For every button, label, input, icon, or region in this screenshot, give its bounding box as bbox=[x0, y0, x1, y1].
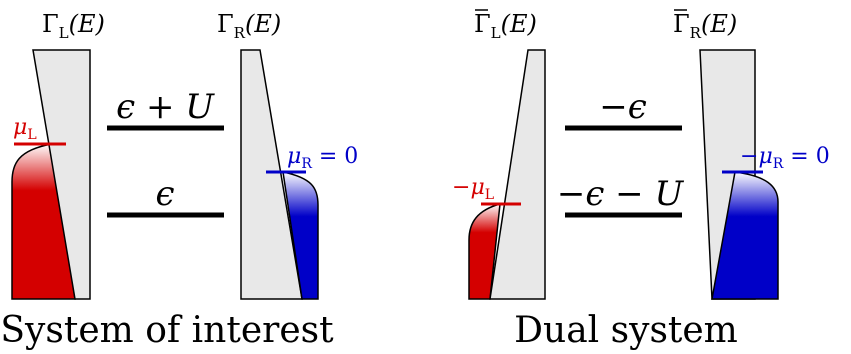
gamma-left-label: ΓL(E) bbox=[42, 10, 105, 42]
dual-mu-right-label: −μR = 0 bbox=[740, 144, 830, 172]
dual-upper-level-label: −ϵ bbox=[599, 87, 647, 127]
mu-right-label: μR = 0 bbox=[287, 144, 358, 172]
svg-text:ΓR(E): ΓR(E) bbox=[673, 10, 737, 42]
dual-lower-level-label: −ϵ − U bbox=[557, 174, 685, 214]
upper-level-label: ϵ + U bbox=[116, 87, 215, 127]
lower-level-label: ϵ bbox=[155, 174, 174, 214]
right-panel-caption: Dual system bbox=[514, 310, 738, 351]
svg-text:ΓL(E): ΓL(E) bbox=[474, 10, 537, 42]
gamma-right-label: ΓR(E) bbox=[217, 10, 281, 42]
left-panel-caption: System of interest bbox=[0, 310, 334, 351]
dual-gamma-left-label: ΓL(E) bbox=[474, 10, 537, 42]
dual-gamma-right-label: ΓR(E) bbox=[673, 10, 737, 42]
mu-left-label: μL bbox=[13, 115, 37, 143]
dual-mu-left-label: −μL bbox=[452, 175, 494, 203]
dual-left-coupling-reservoir bbox=[490, 50, 545, 299]
